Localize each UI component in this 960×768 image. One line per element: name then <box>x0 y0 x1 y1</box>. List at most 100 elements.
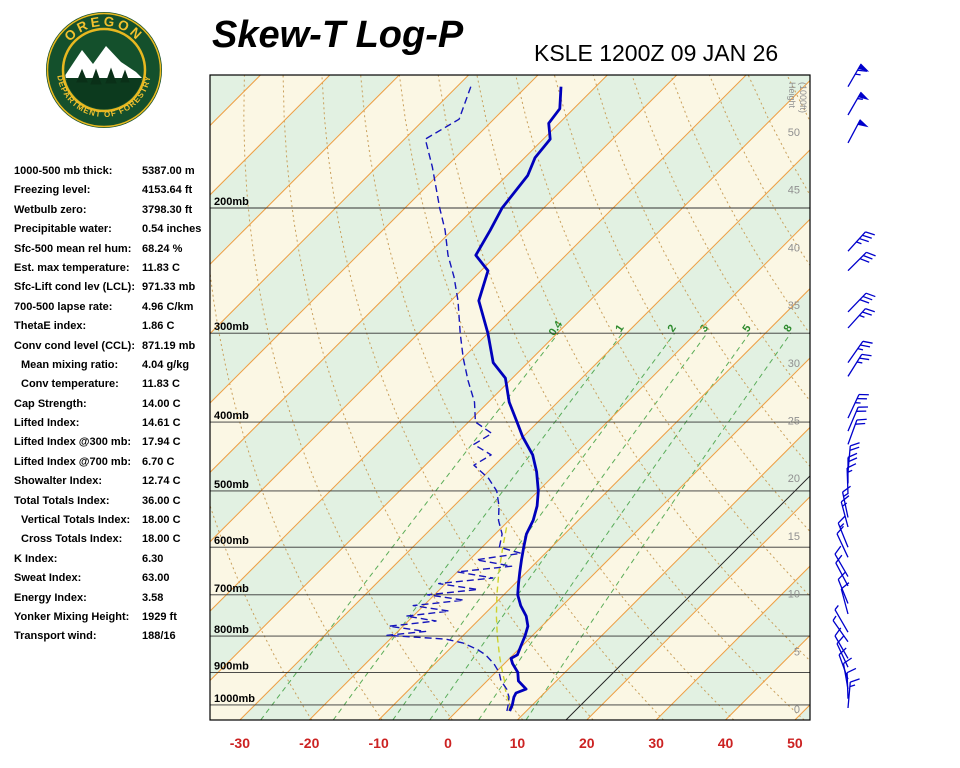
stat-row: Vertical Totals Index: 18.00 C <box>14 511 214 530</box>
stat-label: Conv temperature: <box>21 378 119 391</box>
stat-label: ThetaE index: <box>14 320 87 333</box>
stat-row: Lifted Index @300 mb: 17.94 C <box>14 433 214 452</box>
wind-barb <box>847 393 869 419</box>
station-id-title: KSLE 1200Z 09 JAN 26 <box>534 40 779 66</box>
stat-value: 1929 ft <box>142 610 177 623</box>
wind-barb <box>847 418 867 445</box>
stat-row: Conv temperature: 11.83 C <box>14 375 214 394</box>
stat-label: Precipitable water: <box>14 223 112 236</box>
height-tick-label: 0 <box>794 704 800 716</box>
dry-adiabat <box>942 75 960 720</box>
stat-row: Transport wind: 188/16 <box>14 627 214 646</box>
logo-outer-ring <box>46 12 162 128</box>
dry-adiabat <box>903 75 960 720</box>
stat-label: Sfc-Lift cond lev (LCL): <box>14 281 135 294</box>
mixing-ratio-line <box>525 332 792 720</box>
height-tick-label: 15 <box>788 531 800 543</box>
wind-barb <box>847 678 860 709</box>
isotherm-line <box>210 75 747 612</box>
stat-value: 5387.00 m <box>142 165 195 177</box>
wind-barb <box>847 231 875 252</box>
stat-row: Lifted Index @700 mb: 6.70 C <box>14 453 214 472</box>
stat-value: 3.58 <box>142 591 164 604</box>
stat-label: Transport wind: <box>14 630 97 643</box>
stat-value: 4.96 C/km <box>142 300 194 313</box>
height-tick-label: 10 <box>788 589 800 601</box>
stat-value: 14.61 C <box>142 417 181 430</box>
stat-row: Est. max temperature: 11.83 C <box>14 259 214 278</box>
pressure-label: 300mb <box>214 321 249 333</box>
isotherm-line <box>794 704 810 720</box>
mixing-ratio-label: 5 <box>740 323 753 335</box>
temp-tick-label: 20 <box>579 735 595 751</box>
height-tick-label: 25 <box>788 416 800 428</box>
stat-value: 36.00 C <box>142 494 181 507</box>
isotherm-line <box>210 75 608 474</box>
chart-border <box>209 74 811 721</box>
wind-barb <box>832 615 849 643</box>
wind-barb <box>834 605 849 633</box>
stat-value: 68.24 % <box>142 242 183 255</box>
stat-row: Showalter Index: 12.74 C <box>14 472 214 491</box>
stat-row: Wetbulb zero: 3798.30 ft <box>14 201 214 220</box>
stat-row: Sfc-Lift cond lev (LCL): 971.33 mb <box>14 278 214 297</box>
stat-value: 871.19 mb <box>142 339 196 352</box>
height-tick-label: 30 <box>788 358 800 370</box>
parcel-trace <box>495 525 511 712</box>
stat-value: 18.00 C <box>142 533 181 546</box>
stat-label: Conv cond level (CCL): <box>14 339 136 352</box>
isotherm-line <box>210 79 810 682</box>
stat-value: 1.86 C <box>142 320 175 333</box>
height-tick-label: 5 <box>794 646 800 658</box>
dry-adiabat <box>865 75 960 720</box>
wind-barb <box>846 667 857 699</box>
stat-row: Lifted Index: 14.61 C <box>14 414 214 433</box>
isotherm-line <box>864 75 960 720</box>
dry-adiabat <box>786 75 810 123</box>
wind-barb <box>837 571 849 604</box>
pressure-label: 900mb <box>214 660 249 672</box>
wind-barb-column <box>832 63 876 709</box>
pressure-label: 200mb <box>214 196 249 208</box>
stat-value: 4153.64 ft <box>142 184 193 197</box>
isotherm-line <box>210 75 678 543</box>
stat-row: Total Totals Index: 36.00 C <box>14 492 214 511</box>
stat-value: 17.94 C <box>142 436 181 449</box>
mixing-ratio-line <box>392 332 676 720</box>
stat-value: 6.30 <box>142 552 164 565</box>
stat-value: 18.00 C <box>142 514 181 527</box>
isotherm-line <box>0 75 191 720</box>
reference-line <box>565 475 810 720</box>
wind-barb <box>847 292 876 313</box>
stat-value: 14.00 C <box>142 397 181 410</box>
dry-adiabat <box>210 504 313 720</box>
stat-value: 11.83 C <box>142 261 180 274</box>
dry-adiabat <box>282 75 524 720</box>
isotherm-line <box>378 287 810 720</box>
stat-row: Mean mixing ratio: 4.04 g/kg <box>14 356 214 375</box>
wind-barb <box>840 495 850 528</box>
stat-row: ThetaE index: 1.86 C <box>14 317 214 336</box>
wind-barb <box>847 406 869 432</box>
pressure-label: 600mb <box>214 535 249 547</box>
stat-label: Sfc-500 mean rel hum: <box>14 242 132 255</box>
stats-panel: 1000-500 mb thick: 5387.00 m Freezing le… <box>14 162 214 647</box>
isotherm-line <box>517 426 810 720</box>
stat-label: Lifted Index: <box>14 417 80 430</box>
stat-row: Yonker Mixing Height: 1929 ft <box>14 608 214 627</box>
isotherm-line <box>239 149 810 720</box>
wind-barb <box>847 119 869 144</box>
stat-label: Energy Index: <box>14 591 87 604</box>
temp-tick-label: 10 <box>510 735 526 751</box>
stat-label: 1000-500 mb thick: <box>14 165 113 177</box>
stat-row: Precipitable water: 0.54 inches <box>14 220 214 239</box>
stat-label: Lifted Index @700 mb: <box>14 455 132 468</box>
height-axis-title-unit: (1000ft) <box>798 82 808 113</box>
wind-barb <box>846 463 857 495</box>
stat-label: Yonker Mixing Height: <box>14 610 130 623</box>
mixing-ratio-line <box>429 332 708 720</box>
dry-adiabat <box>321 75 594 720</box>
stat-value: 4.04 g/kg <box>142 358 190 371</box>
stat-row: Sfc-500 mean rel hum: 68.24 % <box>14 240 214 259</box>
